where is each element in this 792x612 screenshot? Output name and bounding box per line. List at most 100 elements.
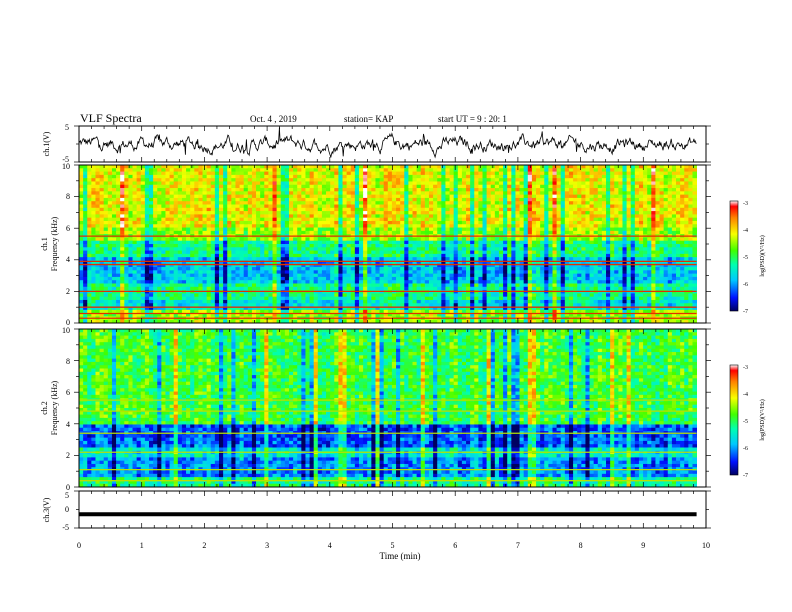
spectrogram-cell (667, 171, 673, 176)
spectrogram-cell (83, 220, 88, 225)
spectrogram-cell (531, 224, 537, 228)
spectrogram-cell (165, 188, 170, 192)
spectrogram-cell (692, 197, 697, 202)
spectrogram-cell (437, 227, 442, 232)
spectrogram-cell (334, 214, 339, 219)
spectrogram-cell (527, 211, 533, 215)
spectrogram-cell (239, 181, 245, 186)
spectrogram-cell (272, 257, 278, 261)
spectrogram-cell (317, 188, 323, 192)
spectrogram-cell (194, 174, 199, 179)
spectrogram-cell (692, 191, 697, 196)
spectrogram-cell (610, 217, 615, 222)
spectrogram-cell (490, 207, 496, 212)
spectrogram-cell (626, 237, 632, 242)
spectrogram-cell (391, 260, 397, 265)
spectrogram-cell (610, 168, 615, 172)
spectrogram-cell (120, 171, 125, 176)
spectrogram-cell (317, 207, 323, 212)
spectrogram-cell (564, 253, 570, 258)
spectrogram-cell (165, 224, 170, 228)
spectrogram-cell (91, 260, 96, 265)
spectrogram-cell (618, 214, 623, 219)
spectrogram-cell (103, 201, 109, 205)
spectrogram-cell (338, 240, 343, 245)
spectrogram-cell (276, 253, 282, 258)
spectrogram-cell (643, 188, 648, 192)
spectrogram-cell (692, 204, 697, 209)
spectrogram-cell (305, 207, 310, 212)
spectrogram-cell (667, 165, 673, 169)
spectrogram-cell (457, 188, 463, 192)
spectrogram-cell (445, 174, 450, 179)
spectrogram-cell (400, 227, 405, 232)
spectrogram-cell (428, 201, 434, 205)
spectrogram-cell (474, 165, 479, 169)
spectrogram-cell (239, 244, 245, 248)
spectrogram-cell (247, 201, 253, 205)
spectrogram-cell (552, 263, 558, 268)
spectrogram-cell (132, 168, 138, 172)
spectrogram-cell (597, 260, 603, 265)
spectrogram-cell (309, 270, 315, 275)
spectrogram-cell (552, 191, 558, 196)
spectrogram-cell (87, 230, 92, 235)
spectrogram-cell (626, 253, 632, 258)
spectrogram-cell (124, 253, 129, 258)
spectrogram-cell (519, 165, 525, 169)
spectrogram-cell (260, 227, 265, 232)
spectrogram-cell (461, 181, 467, 186)
spectrogram-cell (375, 207, 380, 212)
spectrogram-cell (515, 191, 520, 196)
spectrogram-cell (680, 188, 685, 192)
spectrogram-cell (457, 191, 463, 196)
spectrogram-cell (173, 211, 179, 215)
spectrogram-cell (474, 184, 479, 189)
spectrogram-cell (379, 165, 385, 169)
spectrogram-cell (288, 244, 294, 248)
spectrogram-cell (416, 247, 422, 251)
spectrogram-cell (433, 240, 438, 245)
spectrogram-cell (379, 247, 385, 251)
spectrogram-cell (235, 240, 240, 245)
spectrogram-cell (206, 181, 212, 186)
spectrogram-cell (91, 178, 96, 182)
spectrogram-cell (577, 240, 582, 245)
spectrogram-cell (116, 178, 121, 182)
spectrogram-cell (354, 168, 360, 172)
spectrogram-cell (177, 240, 183, 245)
spectrogram-cell (618, 224, 623, 228)
spectrogram-cell (301, 174, 306, 179)
spectrogram-cell (498, 237, 504, 242)
spectrogram-cell (568, 247, 574, 251)
spectrogram-cell (647, 184, 652, 189)
spectrogram-cell (515, 224, 520, 228)
spectrogram-cell (260, 207, 265, 212)
spectrogram-cell (330, 247, 335, 251)
spectrogram-cell (391, 165, 397, 169)
spectrogram-cell (568, 178, 574, 182)
spectrogram-cell (638, 174, 644, 179)
spectrogram-cell (235, 197, 240, 202)
spectrogram-cell (449, 201, 455, 205)
spectrogram-cell (453, 224, 459, 228)
spectrogram-cell (268, 207, 273, 212)
spectrogram-cell (124, 181, 129, 186)
spectrogram-cell (573, 230, 578, 235)
spectrogram-cell (367, 260, 372, 265)
spectrogram-cell (503, 217, 508, 222)
spectrogram-cell (544, 204, 549, 209)
spectrogram-cell (350, 181, 356, 186)
spectrogram-cell (667, 230, 673, 235)
spectrogram-cell (173, 240, 179, 245)
spectrogram-cell (659, 230, 665, 235)
spectrogram-cell (177, 220, 183, 225)
spectrogram-cell (404, 174, 409, 179)
spectrogram-cell (663, 174, 669, 179)
spectrogram-cell (536, 250, 541, 255)
spectrogram-cell (103, 165, 109, 169)
spectrogram-cell (186, 165, 191, 169)
spectrogram-cell (688, 253, 693, 258)
spectrogram-cell (116, 214, 121, 219)
spectrogram-cell (404, 211, 409, 215)
